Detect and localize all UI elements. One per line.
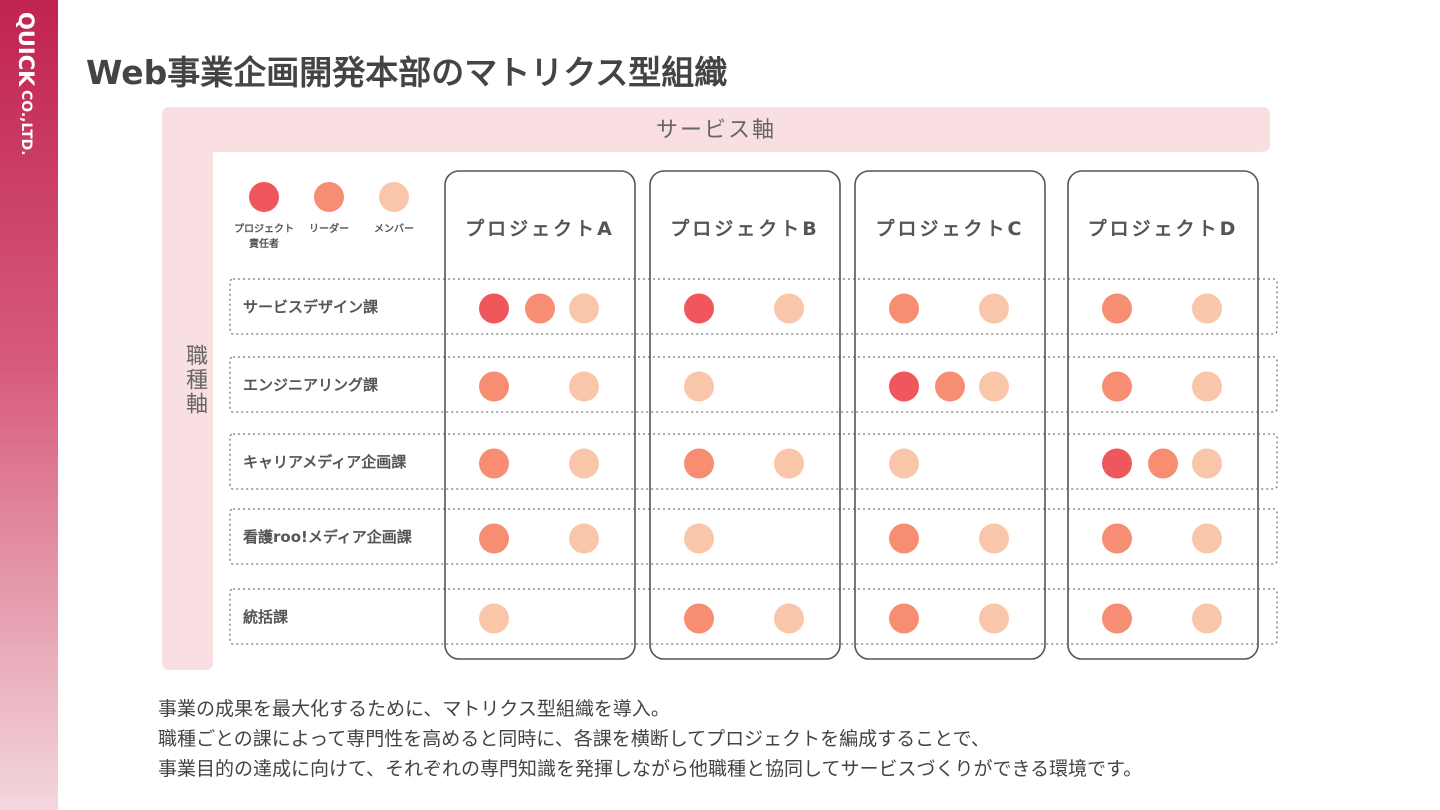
department-label: 統括課 <box>243 608 289 626</box>
department-row <box>229 433 1278 490</box>
role-dot <box>1192 523 1222 554</box>
role-dot <box>889 603 919 634</box>
role-dot <box>1102 448 1132 479</box>
role-dot <box>684 293 714 324</box>
role-dot <box>569 371 599 402</box>
role-dot <box>1102 371 1132 402</box>
department-row <box>229 356 1278 413</box>
role-dot <box>889 371 919 402</box>
legend-label: メンバー <box>374 224 414 235</box>
role-dot <box>889 448 919 479</box>
project-column <box>854 170 1046 660</box>
footer-text: 職種ごとの課によって専門性を高めると同時に、各課を横断してプロジェクトを編成する… <box>158 728 990 750</box>
role-dot <box>569 448 599 479</box>
role-dot <box>569 523 599 554</box>
footer-text: 事業目的の達成に向けて、それぞれの専門知識を発揮しながら他職種と協同してサービス… <box>158 758 1143 780</box>
department-row <box>229 278 1278 335</box>
project-label: プロジェクトA <box>465 218 615 240</box>
project-label: プロジェクトC <box>875 218 1025 240</box>
sidebar <box>0 0 58 810</box>
role-dot <box>1192 448 1222 479</box>
role-dot <box>774 603 804 634</box>
legend-label: プロジェクト 責任者 <box>234 224 294 250</box>
role-dot <box>979 523 1009 554</box>
role-dot <box>1102 603 1132 634</box>
role-dot <box>979 293 1009 324</box>
role-dot <box>1192 293 1222 324</box>
role-dot <box>774 293 804 324</box>
department-label: キャリアメディア企画課 <box>243 453 407 471</box>
role-dot <box>1102 523 1132 554</box>
legend-dot <box>314 182 344 212</box>
department-label: サービスデザイン課 <box>243 298 379 316</box>
project-column <box>444 170 636 660</box>
role-dot <box>479 371 509 402</box>
role-dot <box>1192 603 1222 634</box>
role-dot <box>684 448 714 479</box>
role-dot <box>979 603 1009 634</box>
project-label: プロジェクトB <box>670 218 820 240</box>
job-axis: 職種軸 <box>182 344 207 416</box>
role-dot <box>479 293 509 324</box>
department-row <box>229 508 1278 565</box>
role-dot <box>525 293 555 324</box>
role-dot <box>479 603 509 634</box>
project-column <box>1067 170 1259 660</box>
legend-dot <box>379 182 409 212</box>
brand-name: QUICK <box>14 12 38 87</box>
role-dot <box>1102 293 1132 324</box>
role-dot <box>979 371 1009 402</box>
title: Web事業企画開発本部のマトリクス型組織 <box>86 53 728 92</box>
department-label: 看護roo!メディア企画課 <box>243 528 412 546</box>
role-dot <box>935 371 965 402</box>
role-dot <box>684 523 714 554</box>
role-dot <box>774 448 804 479</box>
department-row <box>229 588 1278 645</box>
footer-text: 事業の成果を最大化するために、マトリクス型組織を導入。 <box>158 698 670 720</box>
legend-dot <box>249 182 279 212</box>
service-axis: サービス軸 <box>655 118 776 143</box>
legend-label: リーダー <box>309 224 349 235</box>
role-dot <box>684 371 714 402</box>
role-dot <box>1148 448 1178 479</box>
brand-suffix: CO.,LTD. <box>18 90 34 157</box>
role-dot <box>1192 371 1222 402</box>
role-dot <box>889 523 919 554</box>
project-column <box>649 170 841 660</box>
department-label: エンジニアリング課 <box>243 376 379 394</box>
role-dot <box>684 603 714 634</box>
role-dot <box>569 293 599 324</box>
project-label: プロジェクトD <box>1087 218 1239 240</box>
brand: QUICK CO.,LTD. <box>14 12 38 156</box>
role-dot <box>479 523 509 554</box>
role-dot <box>479 448 509 479</box>
role-dot <box>889 293 919 324</box>
